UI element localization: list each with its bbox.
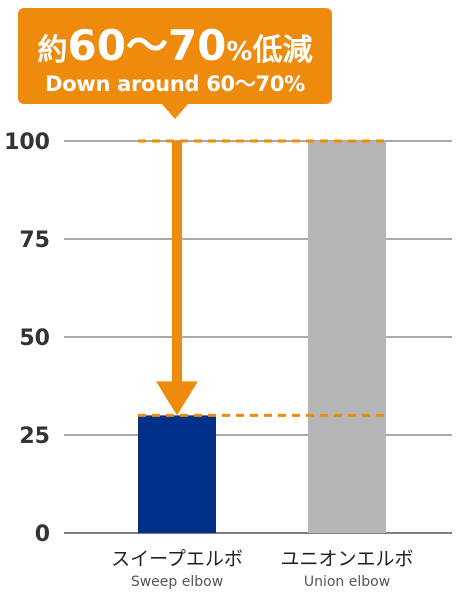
y-tick-label: 50	[19, 326, 50, 351]
reduction-headline: 約60～70%低減	[18, 12, 332, 73]
callout-number: 60～70	[67, 21, 227, 70]
y-tick-label: 0	[35, 522, 50, 547]
callout-suffix: 低減	[252, 33, 313, 68]
callout-pointer	[161, 103, 189, 119]
x-category-label-en: Union elbow	[304, 574, 390, 590]
bar-sweep-elbow	[138, 415, 216, 533]
x-category-label: スイープエルボ	[111, 548, 243, 570]
y-tick-label: 100	[4, 130, 50, 155]
callout-percent: %	[226, 37, 253, 67]
bar-union-elbow	[308, 141, 386, 533]
reduction-arrow-shaft	[172, 141, 182, 386]
y-tick-label: 75	[19, 228, 50, 253]
reduction-callout: 約60～70%低減 Down around 60～70%	[18, 8, 332, 104]
y-tick-label: 25	[19, 424, 50, 449]
x-category-label: ユニオンエルボ	[280, 548, 413, 570]
x-category-label-en: Sweep elbow	[131, 574, 223, 590]
reduction-arrow-head	[156, 381, 198, 416]
callout-prefix: 約	[37, 33, 68, 68]
reduction-subtitle: Down around 60～70%	[45, 72, 305, 96]
